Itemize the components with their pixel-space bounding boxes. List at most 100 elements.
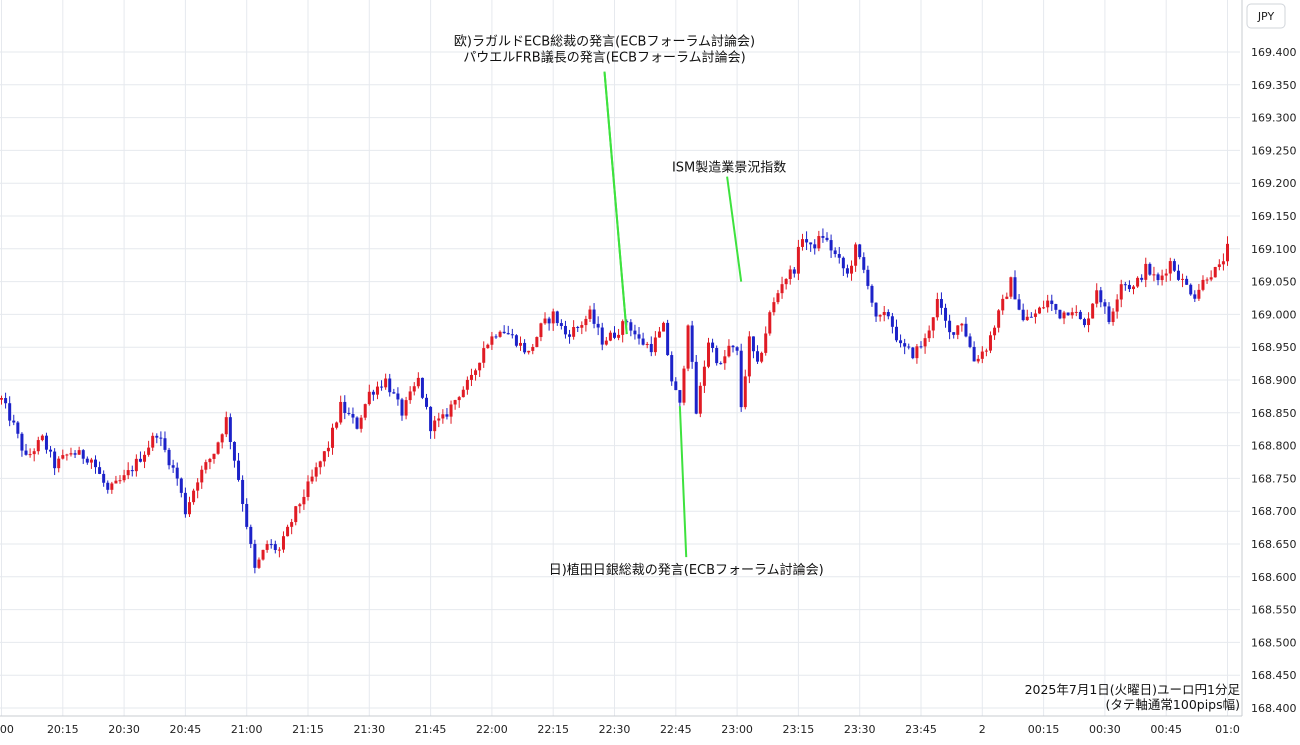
- candle: [114, 475, 118, 484]
- candle: [502, 325, 506, 334]
- candle: [723, 350, 727, 370]
- candle: [1103, 299, 1107, 314]
- candle: [375, 381, 379, 400]
- candle: [927, 325, 931, 342]
- candle: [539, 322, 543, 342]
- candle: [359, 414, 363, 433]
- candle: [1074, 305, 1078, 317]
- candle: [1205, 277, 1209, 284]
- annotation-label: 欧)ラガルドECB総裁の発言(ECBフォーラム討論会): [454, 34, 755, 50]
- candle: [1123, 281, 1127, 291]
- candle: [580, 321, 584, 335]
- candle: [821, 228, 825, 243]
- candle: [719, 361, 723, 365]
- candle: [1176, 264, 1180, 281]
- candle: [711, 338, 715, 353]
- candle: [1070, 307, 1074, 319]
- candle: [592, 303, 596, 329]
- candle: [702, 360, 706, 393]
- candle: [261, 549, 265, 561]
- candle: [1164, 268, 1168, 282]
- candle: [65, 453, 69, 461]
- y-tick-label: 168.600: [1251, 571, 1297, 584]
- candle: [1193, 290, 1197, 302]
- candle: [110, 481, 114, 494]
- candle: [772, 297, 776, 316]
- candle: [506, 325, 510, 335]
- candle: [890, 312, 894, 334]
- candle: [175, 462, 179, 486]
- candle: [968, 333, 972, 349]
- candle: [49, 446, 53, 458]
- candle: [690, 320, 694, 369]
- candle: [993, 325, 997, 340]
- annotation-callout-line: [726, 176, 743, 282]
- candle: [183, 487, 187, 518]
- candle: [429, 406, 433, 439]
- candle: [1107, 302, 1111, 325]
- candle: [563, 320, 567, 339]
- candle: [1021, 303, 1025, 322]
- candle: [813, 239, 817, 255]
- x-tick-label: 22:30: [599, 723, 631, 736]
- candle: [257, 557, 261, 569]
- candle: [1046, 294, 1050, 313]
- x-tick-label: 22:45: [660, 723, 692, 736]
- candle: [89, 457, 93, 469]
- candle: [404, 396, 408, 420]
- candle: [232, 441, 236, 468]
- candle: [388, 373, 392, 397]
- candle: [845, 264, 849, 278]
- x-tick-label: 01:0: [1215, 723, 1240, 736]
- candle: [866, 265, 870, 290]
- candle: [425, 393, 429, 410]
- candle: [498, 330, 502, 338]
- y-tick-label: 168.450: [1251, 669, 1297, 682]
- candle: [584, 315, 588, 332]
- candle: [277, 547, 281, 558]
- candle: [1119, 279, 1123, 308]
- currency-badge[interactable]: [1246, 3, 1286, 29]
- candle: [457, 395, 461, 408]
- candle: [1221, 253, 1225, 271]
- annotation-label: ISM製造業景況指数: [672, 160, 786, 176]
- candle: [870, 284, 874, 307]
- x-tick-label: 00:30: [1089, 723, 1121, 736]
- y-tick-label: 169.000: [1251, 308, 1297, 321]
- candle: [106, 480, 110, 494]
- y-tick-label: 168.900: [1251, 374, 1297, 387]
- candle: [886, 309, 890, 320]
- candle: [903, 338, 907, 355]
- candle: [253, 539, 257, 574]
- candle: [318, 460, 322, 475]
- candle: [1058, 309, 1062, 320]
- candle: [85, 456, 89, 465]
- candle: [756, 345, 760, 364]
- candle: [997, 309, 1001, 333]
- candle: [731, 344, 735, 353]
- candle: [923, 333, 927, 354]
- candle: [854, 242, 858, 272]
- candle: [980, 346, 984, 364]
- y-tick-label: 169.100: [1251, 243, 1297, 256]
- y-tick-label: 168.950: [1251, 341, 1297, 354]
- x-tick-label: 00:15: [1028, 723, 1060, 736]
- candle: [931, 317, 935, 339]
- x-tick-label: 22:00: [476, 723, 508, 736]
- candle: [939, 292, 943, 315]
- candle: [837, 246, 841, 264]
- candle: [1189, 283, 1193, 296]
- candle: [12, 414, 16, 426]
- candle: [510, 328, 514, 339]
- candle: [396, 387, 400, 406]
- y-tick-label: 169.150: [1251, 210, 1297, 223]
- candle: [694, 354, 698, 415]
- candle: [380, 380, 384, 391]
- candle: [1217, 259, 1221, 271]
- candle: [98, 461, 102, 475]
- candle: [1017, 294, 1021, 311]
- candle: [621, 319, 625, 343]
- candle: [894, 319, 898, 343]
- candle: [576, 325, 580, 333]
- candle: [653, 331, 657, 356]
